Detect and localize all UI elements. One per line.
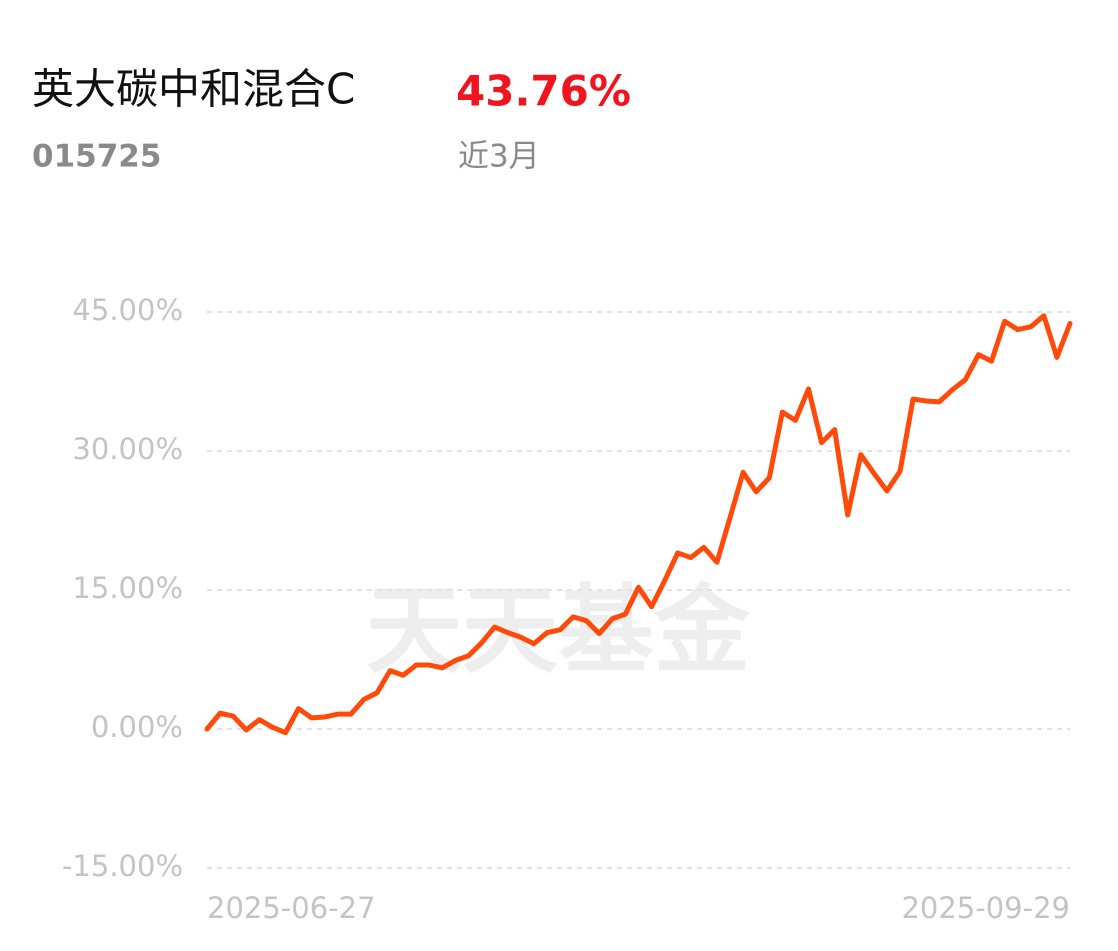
y-tick-label: -15.00% bbox=[62, 849, 183, 883]
x-tick-label: 2025-09-29 bbox=[901, 891, 1070, 925]
y-tick-label: 30.00% bbox=[72, 432, 183, 466]
x-tick-label: 2025-06-27 bbox=[207, 891, 376, 925]
fund-code: 015725 bbox=[32, 139, 161, 175]
y-tick-label: 45.00% bbox=[72, 293, 183, 327]
period: 近3月 bbox=[458, 139, 540, 175]
return-value: 43.76% bbox=[456, 67, 631, 116]
line bbox=[204, 313, 1073, 736]
y-tick-label: 15.00% bbox=[72, 571, 183, 605]
y-tick-label: 0.00% bbox=[91, 710, 183, 744]
fund-title: 英大碳中和混合C bbox=[32, 65, 355, 114]
